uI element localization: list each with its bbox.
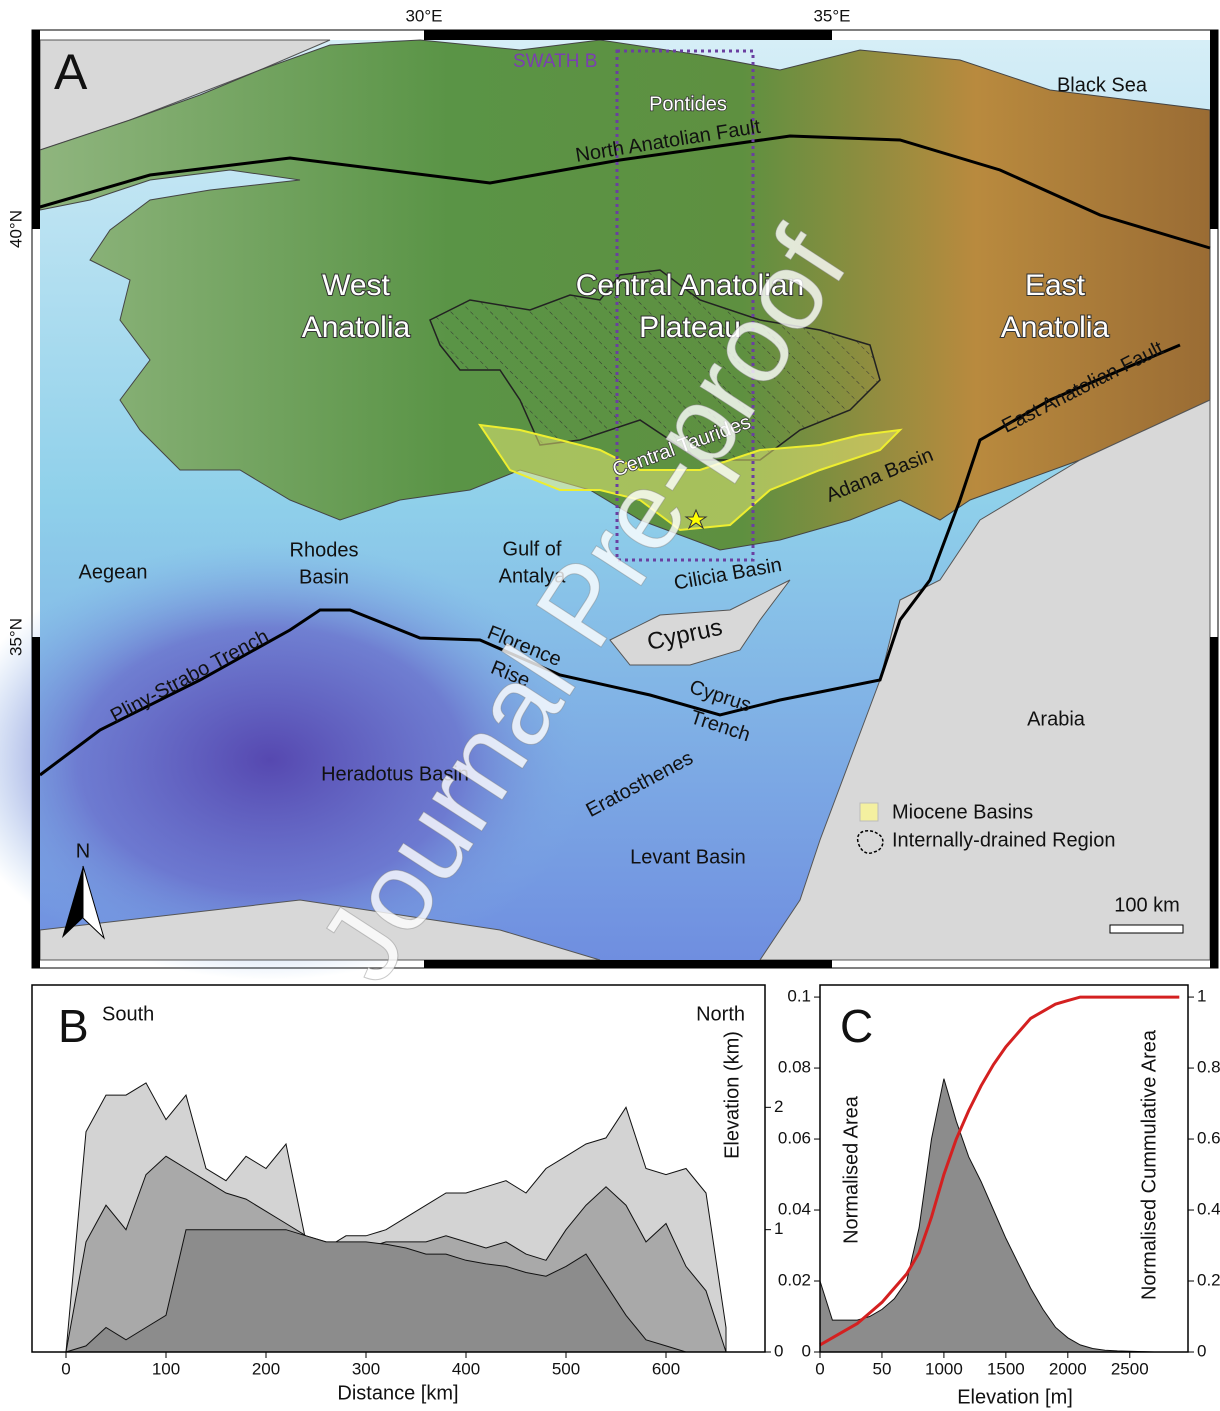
- panel-c-labels: C Elevation [m] Normalised Area Normalis…: [840, 1000, 1160, 1408]
- y2-tick-label: 0.2: [1197, 1270, 1220, 1289]
- legend-label: Internally-drained Region: [892, 829, 1115, 851]
- frame-bar: [32, 637, 40, 968]
- direction-label: North: [696, 1003, 745, 1025]
- legend-label: Miocene Basins: [892, 801, 1033, 823]
- y2-tick-label: 1: [1197, 987, 1206, 1006]
- map-panel: 30°E 35°E 40°N 35°N A SWATH B Black Sea …: [0, 6, 1219, 980]
- internally-drained-region: [429, 269, 881, 461]
- map-label: Anatolia: [1001, 311, 1110, 344]
- panel-label: B: [58, 1000, 89, 1052]
- x-tick-label: 300: [352, 1359, 380, 1378]
- north-arrow: [62, 866, 83, 938]
- map-label: Aegean: [79, 561, 148, 583]
- lat-label: 40°N: [6, 210, 25, 248]
- map-label: Pontides: [649, 93, 727, 115]
- plot-frame: [31, 984, 766, 1353]
- x-axis-label: Distance [km]: [337, 1382, 458, 1404]
- y2-axis-label: Normalised Cummulative Area: [1138, 1029, 1160, 1300]
- map-label: Central Anatolian: [576, 269, 805, 302]
- map-label: Antalya: [499, 565, 567, 587]
- y-tick-label: 2: [774, 1097, 783, 1116]
- legend-swatch: [859, 802, 879, 822]
- lon-label: 30°E: [405, 6, 442, 25]
- lat-label: 35°N: [6, 618, 25, 656]
- x-tick-label: 1000: [925, 1359, 963, 1378]
- map-label: Black Sea: [1057, 74, 1148, 96]
- y-tick-label: 0.08: [778, 1058, 811, 1077]
- y-tick-label: 0.04: [778, 1200, 811, 1219]
- y-axis-label: Elevation (km): [721, 1031, 743, 1159]
- swath-label: SWATH B: [513, 51, 597, 72]
- fault: [39, 134, 1211, 250]
- map-label: Heradotus Basin: [321, 763, 469, 785]
- direction-label: South: [102, 1003, 154, 1025]
- x-tick-label: 2500: [1111, 1359, 1149, 1378]
- north-label: N: [76, 840, 90, 862]
- map-label: Levant Basin: [630, 846, 746, 868]
- series-line: [819, 995, 1180, 1347]
- map-label: Anatolia: [302, 311, 411, 344]
- y-tick-label: 1: [774, 1219, 783, 1238]
- frame-bar: [1210, 637, 1218, 968]
- map-label: West: [322, 269, 390, 302]
- map-label: Arabia: [1027, 708, 1086, 730]
- series-area: [65, 1229, 726, 1353]
- x-tick-label: 600: [652, 1359, 680, 1378]
- map-label: Rhodes: [290, 539, 359, 561]
- star: [684, 508, 708, 530]
- x-tick-label: 500: [552, 1359, 580, 1378]
- miocene-basins: [477, 423, 903, 532]
- y-tick-label: 0.02: [778, 1270, 811, 1289]
- x-tick-label: 0: [815, 1359, 824, 1378]
- y-tick-label: 0.06: [778, 1129, 811, 1148]
- y2-tick-label: 0.6: [1197, 1129, 1220, 1148]
- frame-bar: [32, 30, 40, 229]
- panel-label: C: [840, 1000, 873, 1052]
- frame-bar: [1210, 30, 1218, 229]
- map-label: Gulf of: [503, 538, 562, 560]
- lon-label: 35°E: [813, 6, 850, 25]
- y-tick-label: 0: [802, 1341, 811, 1360]
- x-tick-label: 400: [452, 1359, 480, 1378]
- map-label: East: [1025, 269, 1086, 302]
- y-tick-label: 0.1: [787, 987, 811, 1006]
- series-area: [819, 1078, 1180, 1353]
- y-tick-label: 0: [774, 1341, 783, 1360]
- y2-tick-label: 0.4: [1197, 1200, 1220, 1219]
- x-tick-label: 50: [872, 1359, 891, 1378]
- plot-frame: [819, 984, 1189, 1353]
- x-axis-label: Elevation [m]: [957, 1386, 1073, 1408]
- land-cyprus: [609, 579, 791, 666]
- scale-bar: [1109, 924, 1184, 934]
- x-tick-label: 100: [152, 1359, 180, 1378]
- frame-bar: [424, 960, 832, 968]
- map-label: Plateau: [639, 311, 741, 344]
- fault: [39, 343, 1181, 777]
- x-tick-label: 1500: [987, 1359, 1025, 1378]
- panel-b-labels: B South North Distance [km] Elevation (k…: [58, 1000, 745, 1404]
- y-axis-label: Normalised Area: [840, 1095, 862, 1244]
- map-label: Basin: [299, 566, 349, 588]
- panel-label: A: [54, 44, 88, 100]
- frame-bar: [424, 30, 832, 40]
- x-tick-label: 200: [252, 1359, 280, 1378]
- y2-tick-label: 0: [1197, 1341, 1206, 1360]
- scale-label: 100 km: [1114, 894, 1180, 916]
- deep-sea: [0, 540, 590, 980]
- x-tick-label: 2000: [1049, 1359, 1087, 1378]
- north-arrow: [82, 865, 105, 940]
- x-tick-label: 0: [61, 1359, 70, 1378]
- y2-tick-label: 0.8: [1197, 1058, 1220, 1077]
- legend-swatch: [856, 829, 884, 854]
